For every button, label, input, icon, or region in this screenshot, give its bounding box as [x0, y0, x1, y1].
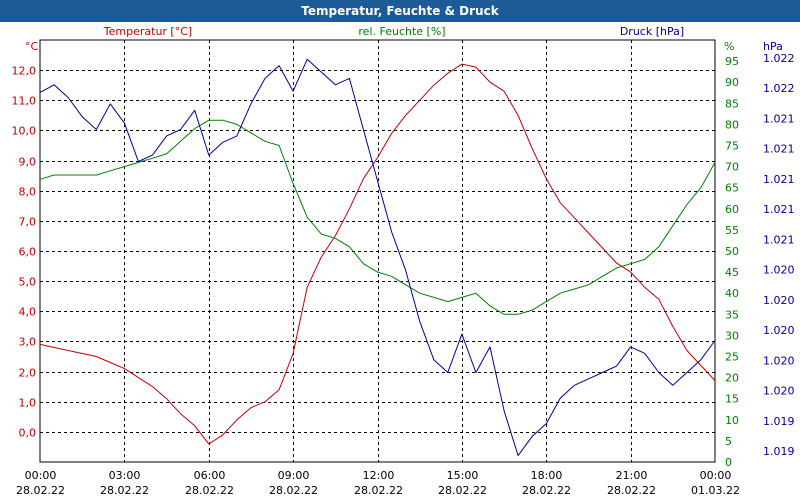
pressure-tick-label: 1.022: [763, 52, 795, 65]
humidity-tick-label: 75: [725, 140, 739, 153]
humidity-tick-label: 5: [725, 435, 732, 448]
x-tick-time-label: 00:00: [700, 469, 732, 482]
temperature-tick-label: 3,0: [19, 336, 37, 349]
temperature-tick-label: 10,0: [12, 125, 37, 138]
humidity-tick-label: 65: [725, 182, 739, 195]
x-tick-time-label: 09:00: [278, 469, 310, 482]
x-tick-time-label: 03:00: [109, 469, 141, 482]
legend-humidity: rel. Feuchte [%]: [358, 25, 445, 38]
x-tick-time-label: 18:00: [531, 469, 563, 482]
pressure-tick-label: 1.019: [763, 415, 795, 428]
x-tick-time-label: 12:00: [363, 469, 395, 482]
temperature-tick-label: 0,0: [19, 427, 37, 440]
series-line-humidity: [39, 119, 716, 315]
humidity-tick-label: 95: [725, 55, 739, 68]
humidity-tick-label: 20: [725, 372, 739, 385]
temperature-tick-label: 6,0: [19, 246, 37, 259]
humidity-tick-label: 35: [725, 308, 739, 321]
humidity-tick-label: 45: [725, 266, 739, 279]
humidity-tick-label: 90: [725, 76, 739, 89]
chart-title: Temperatur, Feuchte & Druck: [0, 0, 800, 22]
humidity-tick-label: 0: [725, 456, 732, 469]
pressure-tick-label: 1.020: [763, 385, 795, 398]
pressure-tick-label: 1.020: [763, 294, 795, 307]
temperature-tick-label: 4,0: [19, 306, 37, 319]
temperature-tick-label: 1,0: [19, 397, 37, 410]
x-tick-time-label: 21:00: [616, 469, 648, 482]
humidity-tick-label: 70: [725, 161, 739, 174]
legend-pressure: Druck [hPa]: [620, 25, 684, 38]
series-line-pressure: [39, 58, 716, 457]
x-tick-time-label: 06:00: [194, 469, 226, 482]
x-tick-date-label: 28.02.22: [438, 484, 487, 497]
temperature-tick-label: 9,0: [19, 156, 37, 169]
x-tick-date-label: 28.02.22: [100, 484, 149, 497]
humidity-tick-label: 60: [725, 203, 739, 216]
temperature-tick-label: 8,0: [19, 186, 37, 199]
humidity-tick-label: 40: [725, 287, 739, 300]
temperature-tick-label: 12,0: [12, 65, 37, 78]
temperature-unit-label: °C: [25, 40, 39, 53]
pressure-tick-label: 1.020: [763, 354, 795, 367]
x-tick-date-label: 01.03.22: [691, 484, 740, 497]
temperature-tick-label: 5,0: [19, 276, 37, 289]
humidity-tick-label: 85: [725, 97, 739, 110]
pressure-tick-label: 1.020: [763, 324, 795, 337]
humidity-tick-label: 55: [725, 224, 739, 237]
humidity-tick-label: 15: [725, 393, 739, 406]
temperature-tick-label: 7,0: [19, 216, 37, 229]
x-tick-date-label: 28.02.22: [269, 484, 318, 497]
pressure-tick-label: 1.022: [763, 82, 795, 95]
pressure-tick-label: 1.021: [763, 203, 795, 216]
humidity-unit-label: %: [724, 40, 734, 53]
pressure-tick-label: 1.021: [763, 173, 795, 186]
x-tick-date-label: 28.02.22: [522, 484, 571, 497]
series-line-temperature: [39, 63, 716, 445]
humidity-tick-label: 50: [725, 245, 739, 258]
temperature-tick-label: 11,0: [12, 95, 37, 108]
x-tick-time-label: 00:00: [25, 469, 57, 482]
x-tick-date-label: 28.02.22: [607, 484, 656, 497]
pressure-unit-label: hPa: [763, 40, 783, 53]
legend-temperature: Temperatur [°C]: [103, 25, 192, 38]
x-tick-time-label: 15:00: [447, 469, 479, 482]
humidity-tick-label: 80: [725, 118, 739, 131]
x-tick-date-label: 28.02.22: [16, 484, 65, 497]
pressure-tick-label: 1.021: [763, 233, 795, 246]
pressure-tick-label: 1.021: [763, 143, 795, 156]
pressure-tick-label: 1.020: [763, 264, 795, 277]
temperature-tick-label: 2,0: [19, 367, 37, 380]
humidity-tick-label: 10: [725, 414, 739, 427]
humidity-tick-label: 30: [725, 329, 739, 342]
humidity-tick-label: 25: [725, 351, 739, 364]
pressure-tick-label: 1.021: [763, 112, 795, 125]
x-tick-date-label: 28.02.22: [185, 484, 234, 497]
pressure-tick-label: 1.019: [763, 445, 795, 458]
x-tick-date-label: 28.02.22: [354, 484, 403, 497]
